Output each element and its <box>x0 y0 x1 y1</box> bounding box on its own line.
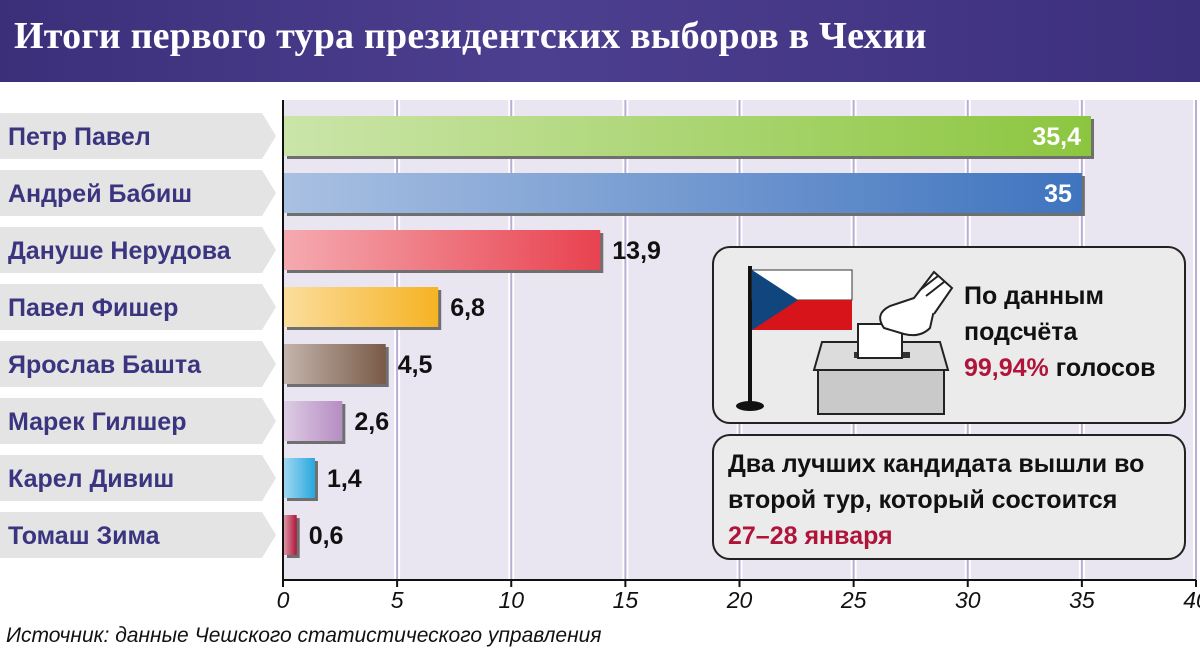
plot-band <box>397 100 512 580</box>
bar-value-label: 13,9 <box>612 237 661 265</box>
category-label: Ярослав Башта <box>8 351 202 379</box>
category-label: Дануше Нерудова <box>8 237 232 265</box>
bar-value-label: 6,8 <box>450 294 485 322</box>
bar <box>284 458 315 498</box>
category-label: Томаш Зима <box>8 522 161 550</box>
header: Итоги первого тура президентских выборов… <box>0 0 1200 82</box>
category-label-bg <box>0 170 276 216</box>
runoff-note-text: Два лучших кандидата вышли во второй тур… <box>728 446 1144 554</box>
category-label-bg <box>0 398 276 444</box>
czech-flag-icon <box>736 266 853 411</box>
x-tick-label: 15 <box>613 587 639 613</box>
x-tick-label: 40 <box>1183 587 1200 613</box>
bar <box>284 344 386 384</box>
vote-count-text: По данным подсчёта 99,94% голосов <box>964 282 1156 382</box>
bar-value-label: 0,6 <box>309 522 344 550</box>
category-label-bg <box>0 227 276 273</box>
x-tick-label: 25 <box>840 587 867 613</box>
runoff-date: 27–28 января <box>728 522 893 550</box>
x-tick-label: 20 <box>726 587 753 613</box>
bar <box>284 173 1082 213</box>
category-label: Павел Фишер <box>8 294 178 322</box>
bar-value-label: 35,4 <box>1032 123 1081 151</box>
bar <box>284 401 343 441</box>
category-label-bg <box>0 341 276 387</box>
category-label: Петр Павел <box>8 123 151 151</box>
ballot-box-icon <box>812 323 950 415</box>
bar-value-label: 2,6 <box>354 408 389 436</box>
category-label: Карел Дивиш <box>8 465 174 493</box>
bar-value-label: 35 <box>1044 180 1072 208</box>
hand-with-ballot-icon <box>879 270 954 337</box>
bar <box>284 287 439 327</box>
ballot-illustration <box>736 266 954 415</box>
plot-band <box>283 100 398 580</box>
bar-value-label: 4,5 <box>398 351 433 379</box>
x-tick-label: 5 <box>391 587 404 613</box>
category-label: Андрей Бабиш <box>8 180 192 208</box>
percent-counted: 99,94% <box>964 354 1049 382</box>
plot-band <box>511 100 626 580</box>
source-note: Источник: данные Чешского статистическог… <box>6 624 602 647</box>
category-label-bg <box>0 284 276 330</box>
category-label: Марек Гилшер <box>8 408 186 436</box>
bar-value-label: 1,4 <box>327 465 362 493</box>
bar <box>284 116 1092 156</box>
runoff-note-box: Два лучших кандидата вышли во второй тур… <box>712 434 1186 560</box>
chart-title: Итоги первого тура президентских выборов… <box>14 15 927 57</box>
x-tick-label: 30 <box>955 587 981 613</box>
bar <box>284 515 297 555</box>
x-tick-label: 35 <box>1069 587 1095 613</box>
category-label-bg <box>0 113 276 159</box>
vote-count-info-box: По данным подсчёта 99,94% голосов <box>712 246 1186 424</box>
x-tick-label: 10 <box>498 587 524 613</box>
x-tick-label: 0 <box>277 587 290 613</box>
category-label-bg <box>0 455 276 501</box>
bar <box>284 230 601 270</box>
category-label-bg <box>0 512 276 558</box>
